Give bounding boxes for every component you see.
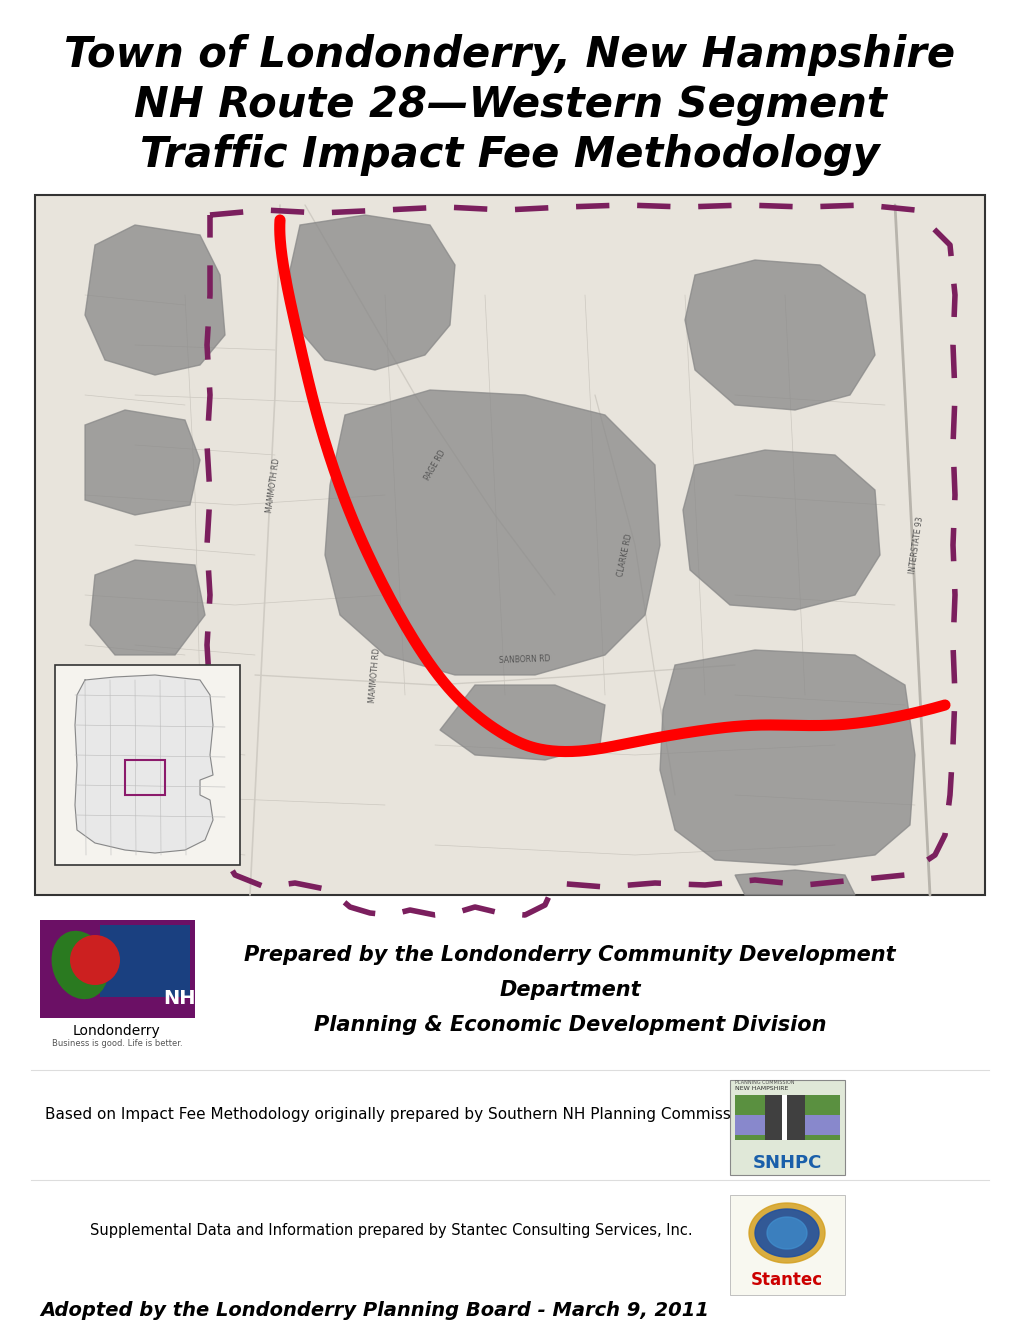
- Polygon shape: [85, 224, 225, 375]
- Text: PLANNING COMMISSION: PLANNING COMMISSION: [735, 1081, 794, 1085]
- Text: PAGE RD: PAGE RD: [422, 449, 447, 482]
- Bar: [735, 1115, 840, 1135]
- Ellipse shape: [52, 931, 108, 999]
- Bar: [782, 1096, 787, 1140]
- Text: CLARKE RD: CLARKE RD: [615, 533, 634, 577]
- Text: Traffic Impact Fee Methodology: Traffic Impact Fee Methodology: [140, 135, 879, 176]
- Text: Based on Impact Fee Methodology originally prepared by Southern NH Planning Comm: Based on Impact Fee Methodology original…: [45, 1107, 753, 1122]
- Text: INTERSTATE 93: INTERSTATE 93: [908, 516, 924, 574]
- Ellipse shape: [70, 935, 120, 985]
- Text: NEW HAMPSHIRE: NEW HAMPSHIRE: [735, 1085, 788, 1090]
- Polygon shape: [85, 411, 200, 515]
- Polygon shape: [748, 1203, 824, 1263]
- Text: SANBORN RD: SANBORN RD: [498, 655, 550, 665]
- Polygon shape: [75, 675, 213, 853]
- Text: Business is good. Life is better.: Business is good. Life is better.: [52, 1039, 182, 1048]
- Text: Department: Department: [498, 979, 640, 1001]
- Bar: [35, 195, 984, 895]
- Polygon shape: [685, 260, 874, 411]
- Text: Prepared by the Londonderry Community Development: Prepared by the Londonderry Community De…: [244, 945, 895, 965]
- Bar: [735, 1096, 840, 1140]
- Polygon shape: [766, 1217, 806, 1249]
- Polygon shape: [289, 215, 454, 370]
- Text: Supplemental Data and Information prepared by Stantec Consulting Services, Inc.: Supplemental Data and Information prepar…: [90, 1222, 692, 1238]
- Text: NH: NH: [164, 989, 196, 1007]
- Polygon shape: [439, 685, 604, 760]
- Bar: [100, 925, 190, 997]
- Polygon shape: [659, 649, 914, 865]
- Bar: [730, 1080, 844, 1175]
- Text: SNHPC: SNHPC: [752, 1154, 821, 1172]
- Polygon shape: [683, 450, 879, 610]
- Bar: [125, 760, 165, 795]
- Text: MAMMOTH RD: MAMMOTH RD: [265, 457, 281, 513]
- Text: NH Route 28—Western Segment: NH Route 28—Western Segment: [133, 84, 886, 125]
- Bar: [55, 665, 239, 865]
- Bar: [764, 1096, 804, 1140]
- Polygon shape: [735, 870, 854, 895]
- Text: Londonderry: Londonderry: [73, 1023, 161, 1038]
- Polygon shape: [325, 389, 659, 675]
- Text: Town of Londonderry, New Hampshire: Town of Londonderry, New Hampshire: [64, 34, 955, 77]
- Text: MAMMOTH RD: MAMMOTH RD: [368, 647, 381, 702]
- Text: Adopted by the Londonderry Planning Board - March 9, 2011: Adopted by the Londonderry Planning Boar…: [40, 1300, 708, 1320]
- Bar: [730, 1195, 844, 1295]
- Polygon shape: [90, 560, 205, 655]
- Bar: [40, 920, 195, 1018]
- Text: Stantec: Stantec: [750, 1271, 822, 1290]
- Polygon shape: [754, 1209, 818, 1257]
- Text: Planning & Economic Development Division: Planning & Economic Development Division: [314, 1015, 825, 1035]
